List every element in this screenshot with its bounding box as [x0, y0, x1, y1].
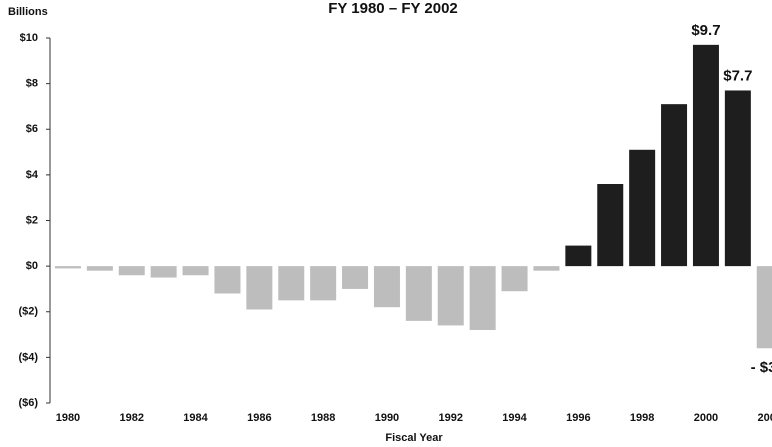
bar — [756, 266, 772, 349]
x-tick-label: 1992 — [439, 412, 463, 424]
data-label: - $3.6 — [751, 359, 772, 376]
y-tick-label: $4 — [26, 169, 39, 181]
x-tick-label: 1996 — [566, 412, 590, 424]
x-tick-label: 1984 — [183, 412, 208, 424]
x-tick-label: 1980 — [56, 412, 80, 424]
bar — [469, 266, 496, 330]
bar — [86, 266, 113, 271]
y-tick-label: $10 — [20, 32, 38, 44]
bar — [629, 149, 656, 267]
data-label: $7.7 — [723, 67, 752, 84]
bar — [278, 266, 305, 301]
bar — [437, 266, 464, 326]
x-axis-label: Fiscal Year — [385, 432, 443, 444]
x-tick-label: 1986 — [247, 412, 271, 424]
y-tick-label: $2 — [26, 214, 38, 226]
y-tick-label: ($4) — [18, 351, 38, 363]
x-tick-label: 2002 — [758, 412, 772, 424]
bar — [150, 266, 177, 278]
bar — [501, 266, 528, 292]
bar — [182, 266, 209, 276]
y-tick-label: ($2) — [18, 306, 38, 318]
bar — [214, 266, 241, 294]
data-label: $9.7 — [691, 22, 720, 39]
bar — [661, 104, 688, 267]
x-tick-label: 1982 — [120, 412, 144, 424]
bar — [692, 44, 719, 267]
chart-title: FY 1980 – FY 2002 — [328, 0, 458, 17]
x-tick-label: 2000 — [694, 412, 718, 424]
bar — [373, 266, 400, 308]
y-tick-label: $6 — [26, 123, 38, 135]
bar — [310, 266, 337, 301]
x-tick-label: 1998 — [630, 412, 654, 424]
y-tick-label: $8 — [26, 78, 38, 90]
y-tick-label: ($6) — [18, 397, 38, 409]
bar — [246, 266, 273, 310]
bar — [342, 266, 369, 289]
x-tick-label: 1990 — [375, 412, 399, 424]
y-tick-label: $0 — [26, 260, 38, 272]
bar — [597, 184, 624, 267]
x-tick-label: 1988 — [311, 412, 335, 424]
x-tick-label: 1994 — [502, 412, 527, 424]
bar — [118, 266, 145, 276]
bar — [54, 266, 81, 269]
bar — [405, 266, 432, 321]
bar — [533, 266, 560, 271]
y-axis-label: Billions — [8, 6, 48, 18]
bar — [724, 90, 751, 267]
bar — [565, 245, 592, 267]
